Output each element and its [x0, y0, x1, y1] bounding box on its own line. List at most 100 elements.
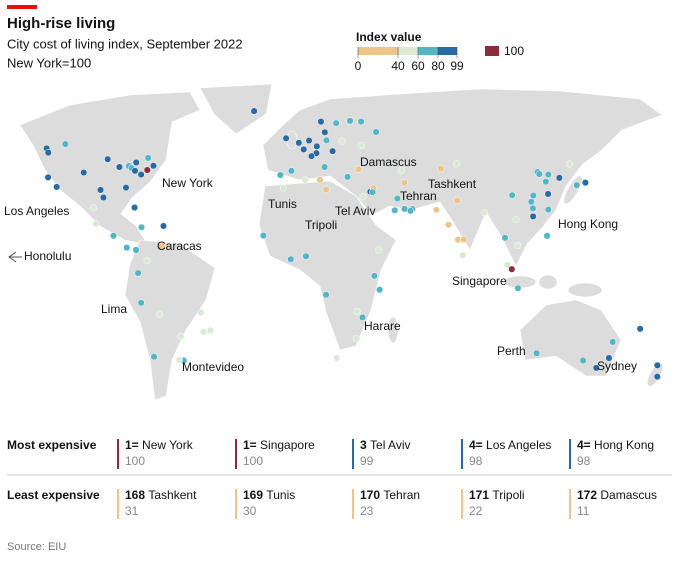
city-dot	[206, 326, 214, 334]
city-dot	[401, 205, 409, 213]
city-dot	[544, 206, 552, 214]
city-dot	[300, 145, 308, 153]
city-dot	[460, 236, 468, 244]
city-dot	[653, 361, 661, 369]
city-label: Montevideo	[182, 360, 244, 374]
city-dot	[250, 107, 258, 115]
city-dot	[279, 184, 287, 192]
ranking-label: Least expensive	[7, 488, 100, 502]
city-dot	[197, 308, 205, 316]
legend-swatch	[418, 47, 438, 55]
city-dot	[605, 354, 613, 362]
city-dot	[555, 174, 563, 182]
land	[19, 83, 664, 401]
city-dot	[581, 179, 589, 187]
city-dot	[89, 204, 97, 212]
ranking-entry: 169 Tunis	[243, 488, 295, 502]
city-dot	[353, 307, 361, 315]
rank: 172	[577, 488, 597, 502]
city-dot	[132, 246, 140, 254]
city-label: Lima	[101, 302, 127, 316]
city-dot	[406, 207, 415, 215]
rank: 1=	[243, 438, 257, 452]
city-label: Sydney	[597, 359, 637, 373]
city-dot	[149, 162, 157, 170]
ranking-entry: 170 Tehran	[360, 488, 420, 502]
city-dot	[508, 265, 516, 273]
brand-bar	[7, 5, 37, 9]
ranking-value: 31	[125, 504, 139, 518]
city-dot	[109, 232, 118, 240]
city-dot	[529, 191, 537, 200]
city-dot	[131, 204, 139, 212]
city-dot	[514, 241, 522, 249]
city-label: Tehran	[400, 189, 437, 203]
city-dot	[177, 332, 185, 340]
city-dot	[527, 198, 535, 206]
city-label: Damascus	[360, 155, 417, 169]
rank: 168	[125, 488, 145, 502]
city-dot	[199, 328, 208, 336]
legend-swatch	[358, 47, 398, 55]
city-dot	[344, 173, 352, 181]
city-dot	[459, 251, 467, 259]
city-label: Perth	[497, 344, 526, 358]
subtitle: City cost of living index, September 202…	[7, 36, 243, 51]
city-dot	[374, 246, 382, 254]
city-dot	[512, 216, 520, 224]
city-dot	[400, 179, 408, 187]
ranking-value: 98	[469, 454, 483, 468]
city-dot	[529, 204, 537, 212]
note: New York=100	[7, 55, 91, 70]
rank: 169	[243, 488, 263, 502]
city-dot	[307, 152, 316, 160]
city-dot	[134, 269, 142, 277]
ranking-value: 99	[360, 454, 374, 468]
city-dot	[144, 154, 152, 162]
city-dot	[544, 171, 552, 179]
city: Tehran	[383, 488, 420, 502]
city-dot	[391, 206, 399, 214]
city-dot	[44, 173, 52, 181]
city-dot	[143, 166, 151, 174]
ranking-value: 23	[360, 504, 374, 518]
rank: 1=	[125, 438, 139, 452]
source: Source: EIU	[7, 541, 66, 553]
city-dot	[329, 147, 337, 155]
city-dot	[61, 140, 69, 148]
legend-tick-label: 40	[391, 59, 405, 73]
city-dot	[44, 149, 52, 157]
city-label: Los Angeles	[4, 204, 69, 218]
ranking-entry: 4= Hong Kong	[577, 438, 654, 452]
city-dot	[158, 242, 166, 250]
city-dot	[480, 209, 488, 217]
city-label: Hong Kong	[558, 217, 618, 231]
city-dot	[397, 167, 405, 175]
city-dot	[393, 194, 401, 203]
city-dot	[122, 184, 130, 192]
ranking-value: 22	[469, 504, 483, 518]
city-dot	[137, 299, 145, 307]
city-label: Tunis	[268, 197, 297, 211]
city-dot	[453, 196, 461, 205]
ranking-entry: 168 Tashkent	[125, 488, 197, 502]
legend-title: Index value	[356, 30, 422, 44]
legend-swatch	[438, 47, 457, 55]
city-dot	[372, 128, 380, 136]
city-dot	[276, 171, 284, 179]
city-dot	[609, 338, 617, 346]
legend-swatch	[398, 47, 418, 55]
city: Hong Kong	[594, 438, 654, 452]
city-labels: New York Los Angeles Caracas Lima Montevideo…	[4, 155, 637, 374]
city-dot	[321, 128, 329, 136]
city-dot	[132, 158, 140, 167]
city-dot	[143, 257, 151, 265]
city-dot	[115, 163, 123, 171]
ranking-entry: 1= Singapore	[243, 438, 315, 452]
city-dot	[636, 325, 644, 333]
city-dot	[302, 252, 310, 260]
city-dot	[573, 181, 581, 189]
city-dot	[53, 183, 61, 191]
ranking-entry: 1= New York	[125, 438, 194, 452]
city-dot	[99, 193, 107, 202]
